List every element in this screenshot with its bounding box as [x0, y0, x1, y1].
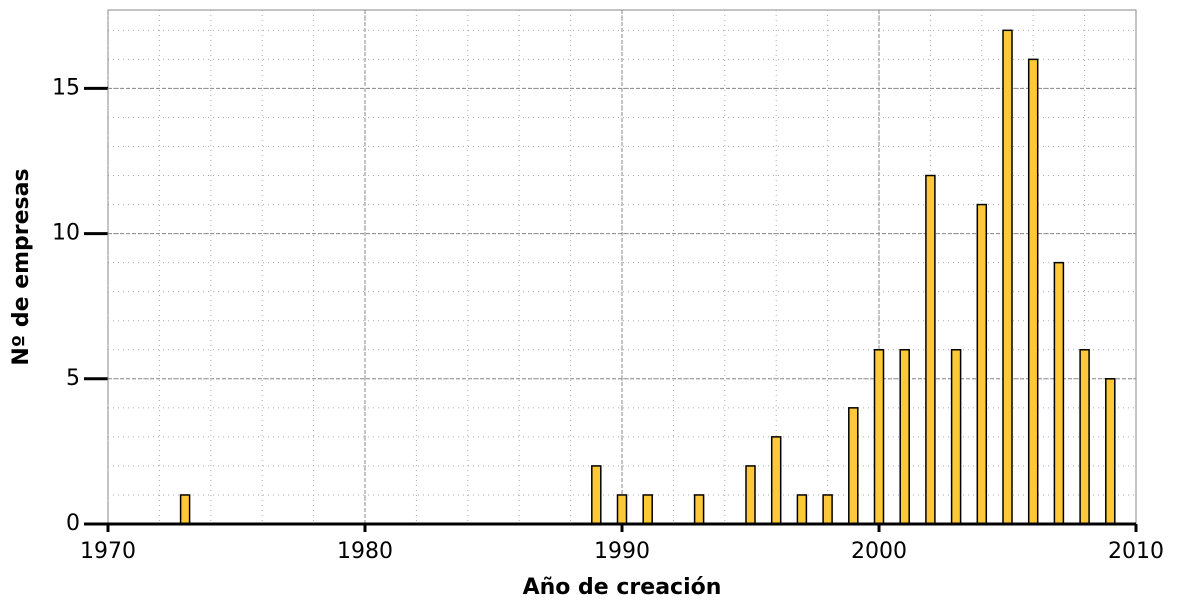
- bar: [848, 407, 859, 525]
- x-tick-label: 2000: [851, 539, 907, 564]
- y-axis-label: Nº de empresas: [9, 168, 34, 365]
- bar: [796, 494, 808, 525]
- y-tick-label: 10: [52, 221, 80, 246]
- bar: [1002, 29, 1013, 525]
- bar: [591, 465, 602, 525]
- bar: [899, 349, 910, 525]
- x-axis-label: Año de creación: [523, 575, 722, 600]
- bar: [976, 203, 988, 525]
- bar: [1105, 378, 1116, 525]
- x-tick-label: 1980: [337, 539, 393, 564]
- bar: [1027, 58, 1039, 525]
- bar: [925, 174, 936, 525]
- x-tick-label: 1990: [594, 539, 650, 564]
- bar: [1053, 261, 1065, 525]
- bar: [616, 494, 628, 525]
- bar: [693, 494, 705, 525]
- bar: [642, 494, 653, 525]
- bar: [1079, 349, 1090, 525]
- bar: [873, 349, 885, 525]
- bar: [950, 349, 962, 525]
- y-tick-label: 5: [66, 366, 80, 391]
- bar: [179, 494, 191, 525]
- bar: [822, 494, 833, 525]
- y-tick-label: 15: [52, 75, 80, 100]
- bar: [745, 465, 756, 525]
- x-tick-label: 2010: [1108, 539, 1164, 564]
- bar: [770, 436, 782, 525]
- y-tick-label: 0: [66, 511, 80, 536]
- x-tick-label: 1970: [80, 539, 136, 564]
